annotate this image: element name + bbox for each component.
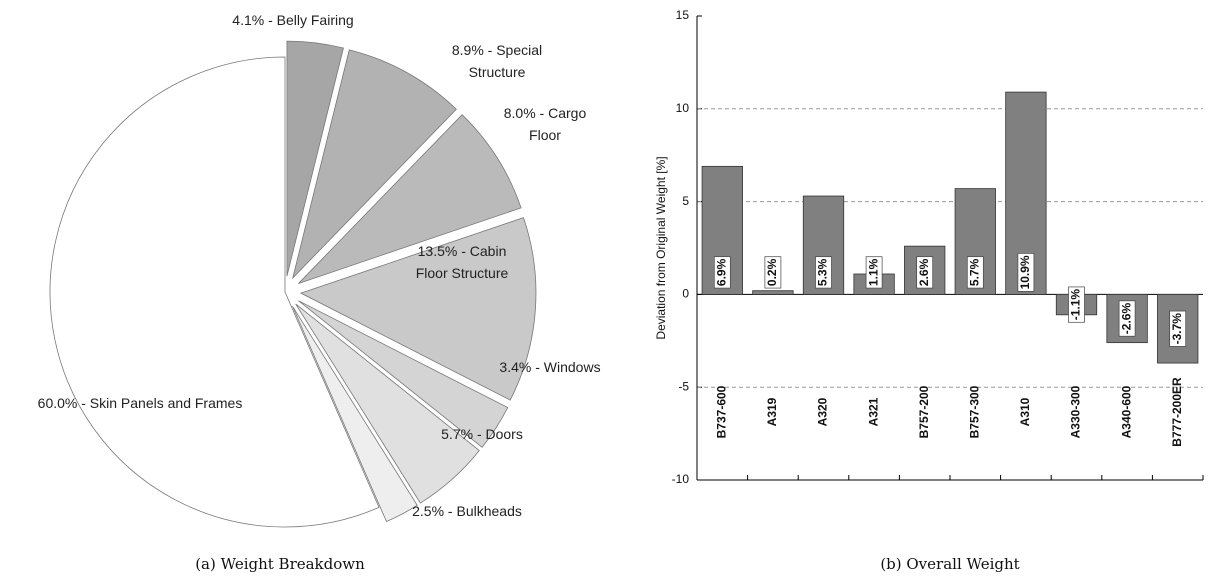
- y-tick-label: 5: [682, 194, 689, 208]
- value-label: 0.2%: [765, 258, 779, 286]
- y-tick-label: -10: [672, 472, 690, 486]
- value-label: -3.7%: [1170, 313, 1184, 345]
- value-label-box: [815, 256, 832, 289]
- x-tick-label: A310: [1018, 397, 1032, 426]
- slice-label: 2.5% - Bulkheads: [412, 503, 522, 519]
- x-tick-label: B737-600: [714, 385, 728, 438]
- slice-label: 8.0% - Cargo Floor: [503, 105, 587, 143]
- slice-label: 60.0% - Skin Panels and Frames: [37, 395, 243, 411]
- pie-slice: [286, 40, 344, 277]
- pie-slice: [298, 114, 522, 284]
- y-tick-label: 15: [676, 8, 690, 22]
- caption: (a) Weight Breakdown: [195, 555, 365, 573]
- pie-slice: [49, 56, 380, 528]
- x-tick-label: A340-600: [1119, 385, 1133, 438]
- slice-label: 5.7% - Doors: [441, 426, 523, 442]
- x-tick-label: A319: [765, 397, 779, 426]
- value-label: 5.3%: [816, 258, 830, 286]
- value-label-box: [1118, 300, 1136, 337]
- x-tick-label: A330-300: [1069, 385, 1083, 438]
- x-tick-label: A321: [866, 397, 880, 426]
- value-label-box: [1017, 253, 1035, 292]
- value-label: 1.1%: [866, 258, 880, 286]
- pie-slice: [292, 49, 457, 280]
- value-label-box: [1068, 286, 1085, 323]
- value-label: -2.6%: [1119, 303, 1133, 335]
- value-label-box: [1169, 310, 1187, 347]
- value-label: 10.9%: [1018, 255, 1032, 289]
- y-tick-label: 0: [682, 287, 689, 301]
- value-label-box: [916, 256, 934, 289]
- y-axis-label: Deviation from Original Weight [%]: [654, 156, 668, 339]
- pie-slice: [298, 300, 509, 448]
- value-label-box: [764, 256, 782, 289]
- value-label-box: [966, 256, 984, 289]
- caption: (b) Overall Weight: [880, 555, 1019, 573]
- y-tick-label: -5: [678, 379, 689, 393]
- value-label: -1.1%: [1069, 289, 1083, 321]
- pie-slice: [299, 217, 537, 401]
- x-tick-label: B777-200ER: [1170, 377, 1184, 447]
- value-label: 6.9%: [714, 258, 728, 286]
- slice-label: 4.1% - Belly Fairing: [232, 12, 354, 28]
- slice-label: 8.9% - Special Structure: [451, 42, 543, 80]
- value-label-box: [865, 256, 883, 289]
- slice-label: 13.5% - Cabin Floor Structure: [415, 243, 509, 281]
- value-label-box: [713, 256, 731, 289]
- bar: [752, 290, 794, 295]
- pie-slice: [292, 305, 418, 523]
- y-tick-label: 10: [676, 101, 690, 115]
- x-tick-label: B757-300: [967, 385, 981, 438]
- value-label: 2.6%: [917, 258, 931, 286]
- slice-label: 3.4% - Windows: [499, 359, 601, 375]
- x-tick-label: A320: [816, 397, 830, 426]
- x-tick-label: B757-200: [917, 385, 931, 438]
- value-label: 5.7%: [967, 258, 981, 286]
- pie-slice: [295, 303, 480, 504]
